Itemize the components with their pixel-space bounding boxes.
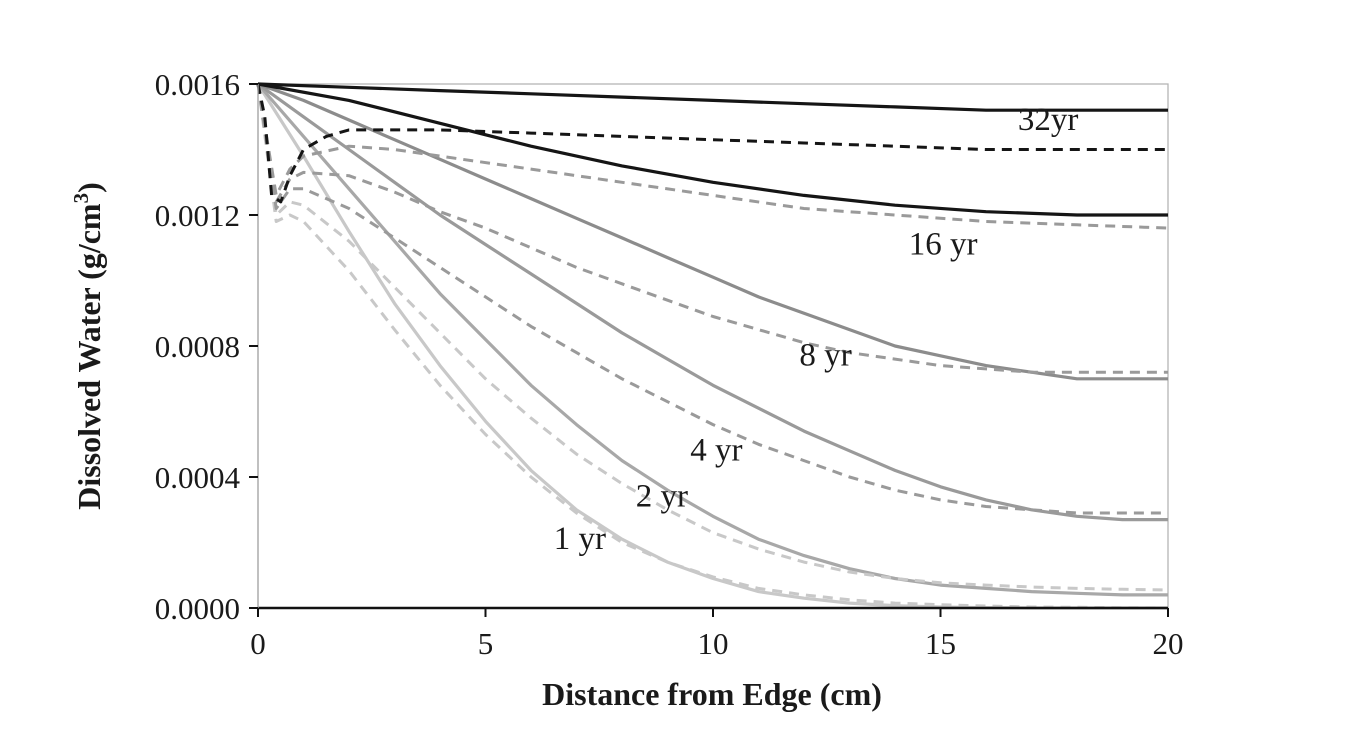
ticks-layer: 0 5 10 15 20 0.0000 0.0004 0.0008 0.0012 0.0016 [155, 67, 1184, 661]
series-line-dashed [256, 83, 1169, 592]
x-tick-label: 20 [1153, 626, 1184, 661]
x-tick-label: 5 [478, 626, 494, 661]
y-tick-label: 0.0000 [155, 591, 240, 626]
axes-layer [257, 84, 1168, 610]
x-axis-title: Distance from Edge (cm) [542, 676, 882, 712]
series-line [257, 82, 1168, 522]
curve-label: 16 yr [909, 226, 978, 262]
plot-frame [257, 83, 1169, 609]
series-line [257, 82, 1168, 217]
y-axis-title: Dissolved Water (g/cm3) [69, 182, 107, 510]
curve-labels-layer: 1 yr 2 yr4 yr 8 yr 16 yr 32yr [554, 102, 1079, 557]
x-tick-label: 15 [925, 626, 956, 661]
curve-label: 2 yr [636, 479, 688, 515]
series-line [256, 82, 1168, 597]
y-tick-label: 0.0012 [155, 198, 240, 233]
y-tick-label: 0.0004 [155, 460, 241, 495]
y-tick-label: 0.0008 [155, 329, 240, 364]
series-line-dashed [256, 83, 1169, 610]
series-layer [256, 82, 1169, 610]
curve-label: 32yr [1018, 102, 1079, 138]
curve-label: 8 yr [799, 338, 851, 374]
series-line [256, 83, 1168, 610]
curve-label: 4 yr [690, 433, 742, 469]
series-line-dashed [256, 83, 1169, 230]
x-tick-label: 10 [698, 626, 729, 661]
x-tick-label: 0 [250, 626, 266, 661]
series-line-dashed [256, 83, 1168, 374]
curve-label: 1 yr [554, 521, 606, 557]
y-tick-label: 0.0016 [155, 67, 240, 102]
series-line [257, 82, 1168, 112]
series-line-dashed [256, 83, 1168, 515]
series-line-dashed [256, 83, 1168, 204]
